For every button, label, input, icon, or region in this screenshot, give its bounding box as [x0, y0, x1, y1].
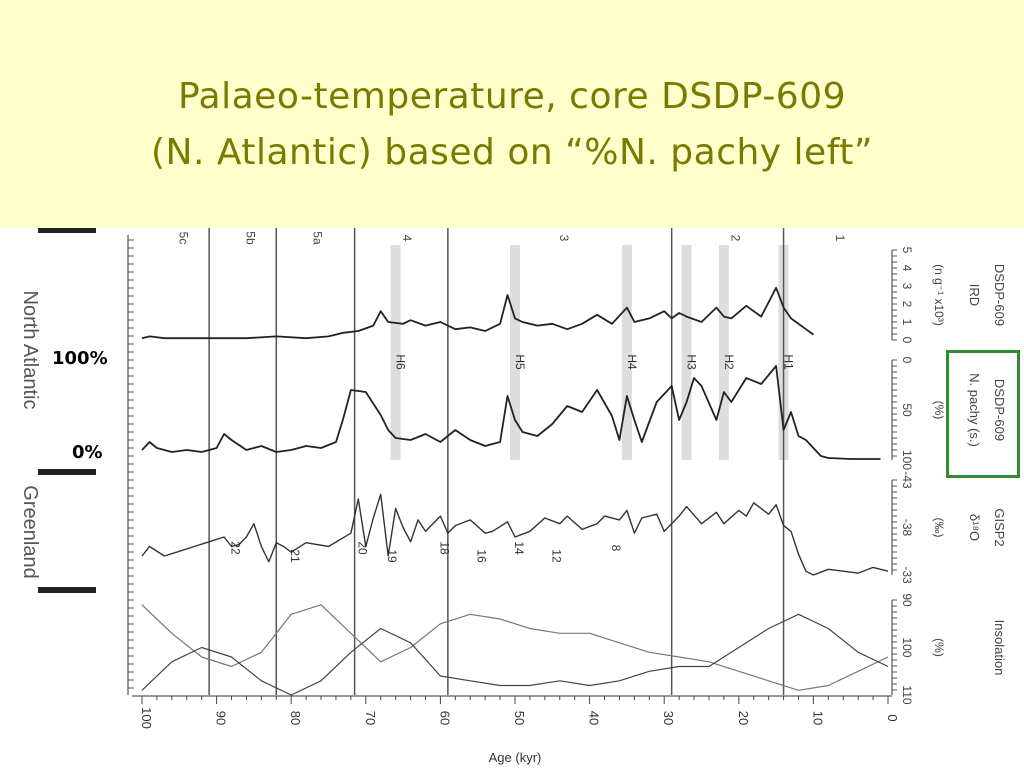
panel-label-1-0: DSDP-609 [992, 379, 1007, 441]
x-tick-label-30: 30 [661, 711, 676, 725]
stage-label-5c: 5c [176, 232, 190, 245]
stage-label-1: 1 [833, 235, 847, 242]
right-tick-label-3-0: 90 [900, 593, 914, 607]
right-tick-label-1-2: 100 [900, 450, 914, 470]
series-gisp2 [141, 493, 889, 576]
right-tick-label-2-2: -33 [900, 566, 914, 584]
panel-label-0-1: IRD [967, 284, 982, 306]
section-marker-1 [38, 469, 96, 475]
section-marker-0 [38, 228, 96, 233]
highlight-box [946, 350, 1020, 478]
right-tick-label-0-4: 1 [900, 319, 914, 326]
x-axis-title: Age (kyr) [489, 750, 542, 765]
panel-unit-0: (n g⁻¹ x10³) [932, 264, 946, 326]
right-tick-label-1-1: 50 [900, 403, 914, 417]
panel-unit-1: (%) [932, 401, 946, 420]
panel-label-0-0: DSDP-609 [992, 264, 1007, 326]
panel-label-3-0: Insolation [992, 620, 1007, 676]
heinrich-label-h3: H3 [685, 354, 699, 370]
right-tick-label-0-5: 0 [900, 337, 914, 344]
gisp-number-16: 16 [475, 549, 489, 563]
gisp-number-20: 20 [355, 541, 369, 555]
x-tick-label-0: 0 [885, 714, 900, 721]
gisp-number-21: 21 [288, 549, 302, 563]
series-dsdp-npachy [141, 365, 881, 460]
right-tick-label-0-2: 3 [900, 283, 914, 290]
heinrich-band-h5 [510, 245, 520, 460]
title-band [0, 0, 1024, 228]
gisp-number-12: 12 [549, 549, 563, 563]
right-tick-label-2-0: -43 [900, 471, 914, 489]
right-tick-label-1-0: 0 [900, 357, 914, 364]
panel-label-1-1: N. pachy (s.) [967, 373, 982, 447]
x-tick-label-100: 100 [139, 707, 154, 729]
gisp-number-19: 19 [385, 549, 399, 563]
slide-title-line-2: (N. Atlantic) based on “%N. pachy left” [150, 132, 874, 173]
x-tick-label-50: 50 [512, 711, 527, 725]
heinrich-label-h5: H5 [513, 354, 527, 370]
region-label-greenland: Greenland [19, 485, 41, 578]
x-tick-label-80: 80 [288, 711, 303, 725]
series-insolation-1 [141, 613, 889, 696]
panel-label-2-0: GISP2 [992, 508, 1007, 546]
right-tick-label-3-1: 100 [900, 637, 914, 657]
stage-label-4: 4 [400, 235, 414, 242]
heinrich-label-h1: H1 [782, 354, 796, 370]
series-insolation-0 [141, 604, 889, 691]
x-tick-label-10: 10 [810, 711, 825, 725]
annotation-0-percent: 0% [72, 442, 103, 463]
right-tick-label-0-0: 5 [900, 247, 914, 254]
section-marker-2 [38, 587, 96, 593]
annotation-100-percent: 100% [52, 348, 108, 369]
x-tick-label-60: 60 [437, 711, 452, 725]
heinrich-band-h6 [390, 245, 401, 460]
heinrich-band-h2 [718, 245, 729, 460]
panel-unit-2: (‰) [932, 518, 946, 538]
gisp-number-18: 18 [437, 541, 451, 555]
slide-title-line-1: Palaeo-temperature, core DSDP-609 [177, 76, 847, 117]
region-label-north-atlantic: North Atlantic [19, 291, 41, 410]
x-tick-label-70: 70 [363, 711, 378, 725]
heinrich-label-h6: H6 [394, 354, 408, 370]
stage-label-2: 2 [728, 235, 742, 242]
gisp-number-8: 8 [609, 545, 623, 552]
right-tick-label-3-2: 110 [900, 685, 914, 704]
x-tick-label-90: 90 [214, 711, 229, 725]
heinrich-band-h3 [681, 245, 692, 460]
x-tick-label-20: 20 [736, 711, 751, 725]
series-dsdp-ird [141, 286, 814, 340]
heinrich-band-h4 [621, 245, 632, 460]
heinrich-label-h2: H2 [722, 354, 736, 370]
gisp-number-22: 22 [229, 541, 243, 555]
gisp-number-14: 14 [512, 541, 526, 555]
stage-label-5a: 5a [311, 231, 325, 245]
stage-label-5b: 5b [243, 231, 257, 245]
heinrich-label-h4: H4 [625, 354, 639, 370]
x-tick-label-40: 40 [587, 711, 602, 725]
right-tick-label-0-3: 2 [900, 301, 914, 308]
right-tick-label-0-1: 4 [900, 265, 914, 272]
right-tick-label-2-1: -38 [900, 519, 914, 537]
stage-label-3: 3 [557, 235, 571, 242]
panel-unit-3: (%) [932, 638, 946, 657]
panel-label-2-1: δ¹⁸O [967, 514, 982, 541]
